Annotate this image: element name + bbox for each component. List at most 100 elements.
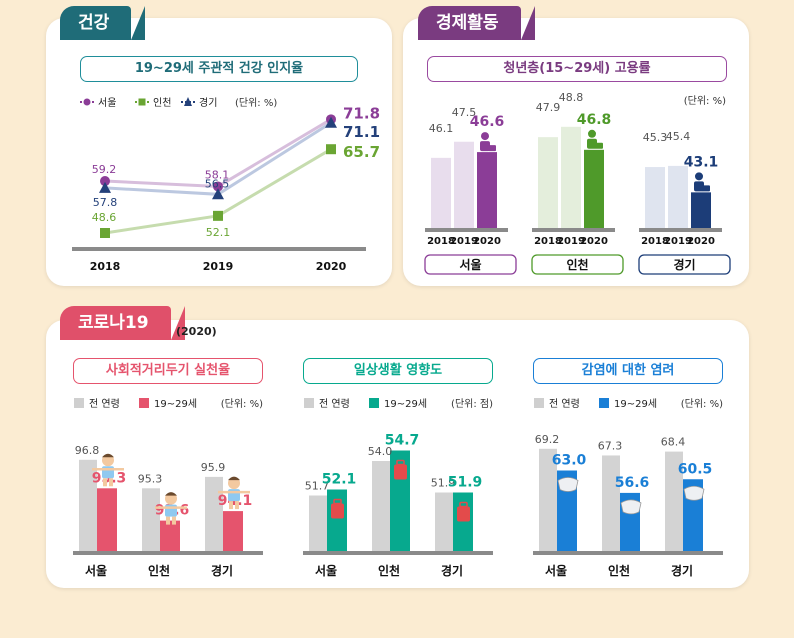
economy-group-label-서울: 서울 [459,257,481,272]
economy-tick-경기-2018: 2018 [641,236,669,247]
economy-person-인천-2020 [587,129,603,149]
covid-bar-youth-0-경기 [223,511,243,551]
child-figure-icon-서울 [92,453,124,487]
economy-person-서울-2019-head [458,121,466,130]
covid-bar-all-1-서울 [309,495,327,551]
covid-title-daily-impact: 일상생활 영향도 [303,358,493,384]
economy-person-경기-2019-body [671,154,681,165]
covid-legend-all-swatch-1 [304,398,314,408]
economy-person-경기-2019-head [672,145,680,154]
economy-tick-인천-2018: 2018 [534,236,562,247]
economy-unit: (단위: %) [684,94,726,107]
covid-bar-youth-0-인천 [160,520,180,551]
covid-category-2-경기: 경기 [671,563,693,578]
economy-tag: 경제활동 [418,6,535,40]
covid-legend-youth-swatch-1 [369,398,379,408]
health-label-경기-2018: 57.8 [93,196,118,209]
economy-value-인천-2020: 46.8 [577,112,612,128]
child-hair-icon-인천 [165,492,177,496]
covid-value-all-1-서울: 51.7 [305,480,330,493]
suitcase-handle-icon-경기 [459,501,468,508]
covid-tag: 코로나19 [60,306,185,340]
economy-person-서울-2020 [480,132,496,152]
child-figure-icon-인천 [155,492,187,525]
covid-value-all-2-인천: 67.3 [598,439,623,452]
covid-value-all-1-인천: 54.0 [368,445,393,458]
health-tick-2019: 2019 [203,260,234,273]
economy-bar-경기-2020 [691,192,711,228]
covid-value-all-2-서울: 69.2 [535,433,560,446]
covid-legend-all-swatch-0 [74,398,84,408]
economy-tick-서울-2019: 2019 [450,236,478,247]
covid-category-1-경기: 경기 [441,563,463,578]
covid-value-all-2-경기: 68.4 [661,436,686,449]
economy-person-인천-2018-bag [549,130,557,137]
economy-group-box-인천 [531,254,624,275]
child-leg-right-icon-경기 [235,501,239,510]
economy-value-경기-2018: 45.3 [643,131,668,144]
health-point-서울-2018 [100,176,110,187]
legend-marker-인천 [138,98,146,106]
covid-bar-youth-1-서울 [327,489,347,551]
covid-category-0-서울: 서울 [85,563,107,578]
economy-person-경기-2020-body [694,181,704,192]
economy-person-경기-2018-body [648,156,658,167]
economy-tick-경기-2020: 2020 [687,236,715,247]
economy-tick-인천-2019: 2019 [557,236,585,247]
economy-tick-서울-2018: 2018 [427,236,455,247]
economy-tick-서울-2020: 2020 [473,236,501,247]
child-leg-left-icon-경기 [229,501,233,510]
child-hair-icon-서울 [102,453,114,458]
covid-value-youth-2-서울: 63.0 [552,453,587,469]
economy-group-label-인천: 인천 [566,257,588,272]
health-label-인천-2020: 65.7 [343,143,380,161]
health-point-서울-2019 [213,181,223,192]
covid-value-youth-1-인천: 54.7 [385,433,420,449]
legend-label-인천: 인천 [153,97,171,109]
covid-title-distancing: 사회적거리두기 실천율 [73,358,263,384]
suitcase-icon-경기 [457,506,470,522]
covid-category-0-인천: 인천 [148,563,170,578]
covid-legend-all-swatch-2 [534,398,544,408]
child-figure-icon-경기 [218,476,250,510]
covid-category-2-인천: 인천 [608,563,630,578]
covid-legend-all-2: 전 연령 [549,398,580,410]
health-tick-2020: 2020 [316,260,347,273]
economy-person-경기-2020 [694,172,710,192]
health-label-경기-2019: 56.5 [205,177,230,190]
economy-tick-경기-2019: 2019 [664,236,692,247]
economy-person-서울-2018-body [434,146,444,157]
economy-title: 청년층(15~29세) 고용률 [427,56,727,82]
child-hair-icon-경기 [228,476,240,481]
legend-label-서울: 서울 [98,97,116,109]
health-label-서울-2018: 59.2 [92,163,117,176]
economy-person-인천-2019 [564,106,580,126]
economy-person-경기-2018 [648,147,664,167]
health-tick-2018: 2018 [90,260,121,273]
economy-value-서울-2019: 47.5 [452,106,477,119]
economy-bar-인천-2018 [538,137,558,228]
child-leg-right-icon-인천 [172,516,176,525]
covid-unit-0: (단위: %) [221,397,263,410]
covid-unit-1: (단위: 점) [451,397,493,410]
economy-person-인천-2019-body [564,115,574,126]
health-point-인천-2019 [213,210,223,221]
face-mask-icon-인천 [620,499,642,515]
economy-bar-서울-2018 [431,157,451,228]
economy-person-서울-2018-bag [442,150,450,157]
legend-marker-경기 [184,97,192,106]
economy-person-경기-2018-head [649,147,657,156]
covid-legend-youth-2: 19~29세 [614,398,657,410]
covid-bar-all-1-인천 [372,461,390,551]
covid-bar-all-2-인천 [602,455,620,551]
health-label-인천-2018: 48.6 [92,211,117,224]
covid-value-youth-2-인천: 56.6 [615,475,650,491]
face-mask-icon-경기 [683,485,705,501]
economy-person-인천-2019-head [565,106,573,115]
covid-title-infection-worry: 감염에 대한 염려 [533,358,723,384]
economy-person-서울-2019-bag [465,134,473,141]
covid-value-all-1-경기: 51.9 [431,477,456,490]
health-point-경기-2020 [325,116,337,128]
health-label-경기-2020: 71.1 [343,123,380,141]
covid-value-youth-1-경기: 51.9 [448,475,483,491]
